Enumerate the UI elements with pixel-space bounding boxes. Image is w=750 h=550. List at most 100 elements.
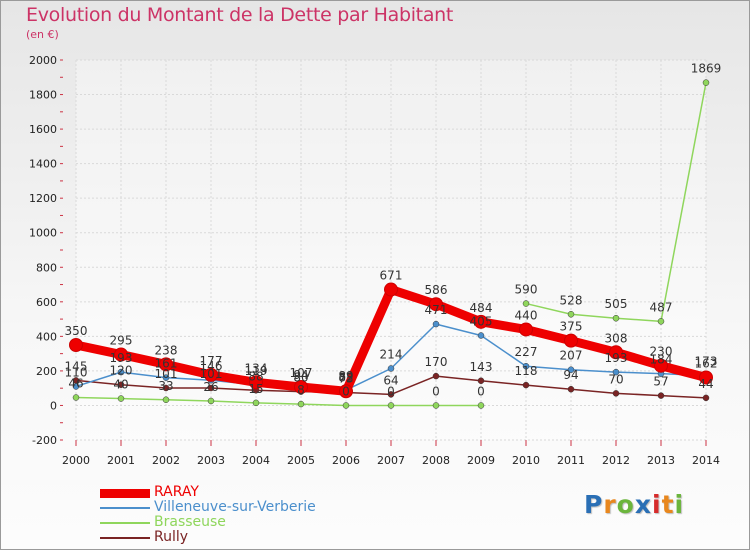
data-label: 80	[293, 371, 308, 385]
data-label: 193	[110, 351, 133, 365]
y-tick-label: 1200	[29, 192, 57, 205]
logo-letter: i	[652, 490, 662, 519]
data-label: 484	[470, 301, 493, 315]
data-label: 46	[68, 377, 83, 391]
data-point	[699, 370, 713, 385]
data-point	[207, 384, 215, 392]
data-label: 505	[605, 297, 628, 311]
data-label: 0	[387, 384, 395, 398]
x-tick-label: 2010	[512, 454, 540, 467]
data-label: 146	[200, 359, 223, 373]
legend-label: Brasseuse	[154, 514, 226, 530]
data-label: 15	[248, 382, 263, 396]
data-label: 0	[342, 384, 350, 398]
y-tick-label: -200	[32, 434, 57, 447]
data-label: 184	[650, 353, 673, 367]
data-point	[339, 384, 353, 399]
data-label: 89	[338, 369, 353, 383]
data-point	[702, 394, 710, 402]
data-label: 33	[158, 379, 173, 393]
data-label: 227	[515, 345, 538, 359]
data-point	[162, 396, 170, 404]
data-label: 173	[695, 355, 718, 369]
data-label: 161	[155, 357, 178, 371]
data-label: 405	[470, 315, 493, 329]
y-tick-label: 800	[36, 261, 57, 274]
y-tick-label: 200	[36, 365, 57, 378]
logo-letter: x	[634, 490, 652, 519]
data-label: 143	[470, 360, 493, 374]
logo-letter: i	[674, 490, 685, 519]
x-tick-label: 2007	[377, 454, 405, 467]
data-label: 671	[380, 269, 403, 283]
y-tick-label: 1800	[29, 89, 57, 102]
legend-label: Rully	[154, 529, 189, 545]
data-label: 295	[110, 334, 133, 348]
legend-swatch	[100, 522, 150, 524]
data-point	[522, 362, 530, 370]
data-label: 8	[297, 383, 305, 397]
data-point	[702, 79, 710, 86]
data-point	[522, 300, 530, 307]
x-tick-label: 2002	[152, 454, 180, 467]
data-point	[162, 384, 170, 392]
data-point	[474, 314, 488, 329]
data-label: 375	[560, 320, 583, 334]
x-tick-label: 2003	[197, 454, 225, 467]
data-label: 0	[432, 384, 440, 398]
data-point	[117, 395, 125, 402]
data-label: 590	[515, 283, 538, 297]
data-label: 64	[383, 373, 398, 387]
data-label: 214	[380, 347, 403, 361]
data-label: 162	[695, 356, 718, 370]
data-label: 94	[563, 368, 578, 382]
x-tick-label: 2014	[692, 454, 720, 467]
x-tick-label: 2008	[422, 454, 450, 467]
data-label: 207	[560, 349, 583, 363]
data-label: 82	[338, 370, 353, 384]
data-point	[477, 377, 485, 385]
data-point	[72, 394, 80, 401]
data-label: 134	[245, 361, 268, 375]
y-tick-label: 1400	[29, 158, 57, 171]
y-tick-label: 400	[36, 330, 57, 343]
data-point	[567, 311, 575, 318]
data-label: 120	[110, 364, 133, 378]
data-label: 193	[605, 351, 628, 365]
data-label: 308	[605, 331, 628, 345]
chart-subtitle: (en €)	[26, 28, 59, 41]
data-point	[567, 366, 575, 373]
data-point	[252, 399, 260, 407]
data-point	[117, 368, 125, 376]
legend-swatch	[100, 537, 150, 539]
x-tick-label: 2009	[467, 454, 495, 467]
logo-letter: P	[584, 490, 604, 519]
legend-label: RARAY	[154, 484, 199, 500]
data-point	[654, 358, 668, 373]
data-point	[387, 391, 395, 398]
data-label: 145	[65, 359, 88, 373]
y-tick-label: 1000	[29, 227, 57, 240]
data-label: 110	[65, 365, 88, 379]
data-point	[432, 402, 440, 409]
data-point	[612, 390, 620, 397]
data-point	[657, 318, 665, 325]
data-label: 1869	[691, 62, 722, 76]
logo-letter: t	[661, 490, 675, 519]
data-label: 107	[290, 366, 313, 380]
data-label: 57	[653, 375, 668, 389]
data-label: 94	[293, 368, 308, 382]
data-point	[384, 282, 398, 297]
y-tick-label: 1600	[29, 123, 57, 136]
data-point	[564, 333, 578, 348]
data-point	[342, 402, 350, 409]
data-point	[612, 314, 620, 322]
legend-label: Villeneuve-sur-Verberie	[154, 499, 316, 515]
data-point	[657, 392, 665, 399]
x-tick-label: 2000	[62, 454, 90, 467]
data-point	[477, 332, 485, 339]
data-label: 586	[425, 283, 448, 297]
proxiti-logo: Proxiti	[584, 490, 684, 519]
